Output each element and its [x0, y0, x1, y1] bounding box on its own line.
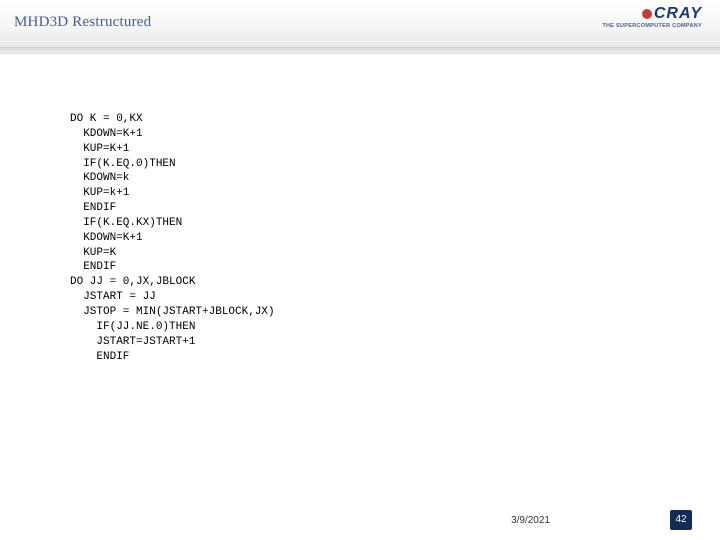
logo-accent-icon — [642, 9, 652, 19]
code-block: DO K = 0,KX KDOWN=K+1 KUP=K+1 IF(K.EQ.0)… — [70, 112, 275, 364]
logo-tagline: THE SUPERCOMPUTER COMPANY — [602, 23, 702, 29]
slide-title: MHD3D Restructured — [14, 14, 151, 31]
header-bar: MHD3D Restructured CRAY THE SUPERCOMPUTE… — [0, 0, 720, 48]
page-number-badge: 42 — [670, 510, 692, 530]
logo: CRAY THE SUPERCOMPUTER COMPANY — [602, 6, 702, 29]
logo-text: CRAY — [602, 6, 702, 22]
footer-date: 3/9/2021 — [511, 515, 550, 526]
logo-brand: CRAY — [654, 5, 702, 22]
header-divider — [0, 48, 720, 54]
